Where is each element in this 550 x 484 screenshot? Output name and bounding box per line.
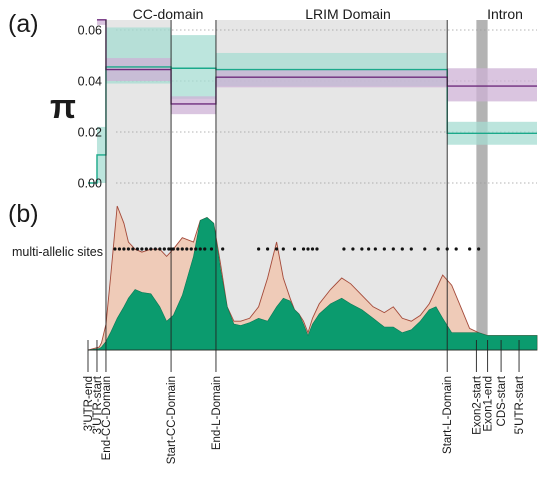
multi-allelic-dot-7 <box>144 247 148 251</box>
multi-allelic-dot-2 <box>122 247 126 251</box>
boundary-label-5: Start-L-Domain <box>442 376 454 454</box>
y-axis-label: π <box>50 88 76 126</box>
multi-allelic-dot-33 <box>342 247 346 251</box>
multi-allelic-dot-45 <box>454 247 458 251</box>
multi-allelic-dot-46 <box>468 247 472 251</box>
multi-allelic-annotation: multi-allelic sites <box>12 245 103 259</box>
multi-allelic-dot-30 <box>306 247 310 251</box>
multi-allelic-dot-47 <box>477 247 481 251</box>
multi-allelic-dot-35 <box>360 247 364 251</box>
multi-allelic-dot-44 <box>445 247 449 251</box>
multi-allelic-dot-3 <box>126 247 131 251</box>
y-tick-label-0: 0.00 <box>78 177 102 191</box>
multi-allelic-dot-42 <box>423 247 427 251</box>
multi-allelic-dots-layer <box>113 247 481 251</box>
lrim-domain-title: LRIM Domain <box>305 6 391 22</box>
multi-allelic-dot-6 <box>140 247 144 251</box>
multi-allelic-dot-19 <box>194 247 198 251</box>
multi-allelic-dot-31 <box>310 247 315 251</box>
multi-allelic-dot-11 <box>162 247 166 251</box>
boundary-label-3: Start-CC-Domain <box>166 376 178 464</box>
intron-title: Intron <box>487 6 523 22</box>
multi-allelic-dot-5 <box>135 247 139 251</box>
multi-allelic-dot-25 <box>266 247 270 251</box>
cc-domain-title: CC-domain <box>133 6 204 22</box>
multi-allelic-dot-14 <box>171 247 175 251</box>
boundary-label-4: End-L-Domain <box>211 376 223 450</box>
multi-allelic-dot-38 <box>382 247 386 251</box>
multi-allelic-dot-9 <box>153 247 157 251</box>
boundary-lines-layer <box>87 20 520 372</box>
boundary-label-6: Exon2-start <box>471 375 483 435</box>
panel-a-label: (a) <box>8 10 39 38</box>
confidence-bands-layer <box>96 19 537 183</box>
multi-allelic-dot-43 <box>436 247 440 251</box>
multi-allelic-dot-28 <box>292 247 297 251</box>
multi-allelic-dot-12 <box>167 247 171 251</box>
multi-allelic-dot-36 <box>367 247 371 251</box>
boundary-label-9: 5'UTR-start <box>514 375 526 434</box>
multi-allelic-dot-37 <box>373 247 377 251</box>
multi-allelic-dot-24 <box>257 247 261 251</box>
purple-band-4 <box>447 68 537 102</box>
multi-allelic-dot-16 <box>180 247 184 251</box>
multi-allelic-dot-8 <box>149 247 153 251</box>
boundary-label-0: 3'UTR-end <box>83 376 95 431</box>
multi-allelic-dot-21 <box>203 247 207 251</box>
multi-allelic-dot-22 <box>209 247 214 251</box>
area-layer <box>87 205 538 351</box>
multi-allelic-dot-15 <box>176 247 180 251</box>
panel-b-label: (b) <box>8 200 39 228</box>
multi-allelic-dot-27 <box>281 247 285 251</box>
purple-band-0 <box>96 19 106 25</box>
y-tick-label-3: 0.06 <box>78 24 102 38</box>
boundary-label-8: CDS-start <box>496 375 508 426</box>
purple-band-3 <box>215 69 448 88</box>
multi-allelic-dot-39 <box>391 247 395 251</box>
multi-allelic-dot-17 <box>185 247 189 251</box>
multi-allelic-dot-13 <box>169 247 173 251</box>
multi-allelic-dot-4 <box>131 247 135 251</box>
multi-allelic-dot-23 <box>221 247 225 251</box>
teal-band-3 <box>171 35 216 99</box>
multi-allelic-dot-20 <box>198 247 202 251</box>
green-area <box>87 217 538 351</box>
boundary-label-1: 3'UTR-start <box>92 375 104 434</box>
boundary-label-7: Exon1-end <box>483 376 495 432</box>
purple-band-2 <box>171 96 216 115</box>
multi-allelic-dot-34 <box>351 247 355 251</box>
y-tick-label-2: 0.04 <box>78 75 102 89</box>
labels-layer: (a) (b) π CC-domain LRIM Domain Intron m… <box>8 6 526 464</box>
multi-allelic-dot-18 <box>189 247 193 251</box>
boundary-label-2: End-CC-Domain <box>101 376 113 460</box>
multi-allelic-dot-1 <box>117 247 122 251</box>
multi-allelic-dot-10 <box>158 247 162 251</box>
multi-allelic-dot-41 <box>409 247 413 251</box>
multi-allelic-dot-26 <box>274 247 279 251</box>
multi-allelic-dot-29 <box>301 247 306 251</box>
y-tick-label-1: 0.02 <box>78 126 102 140</box>
multi-allelic-dot-0 <box>113 247 117 251</box>
intron-bar <box>476 20 488 350</box>
multi-allelic-dot-40 <box>400 247 404 251</box>
multi-allelic-dot-32 <box>315 247 319 251</box>
